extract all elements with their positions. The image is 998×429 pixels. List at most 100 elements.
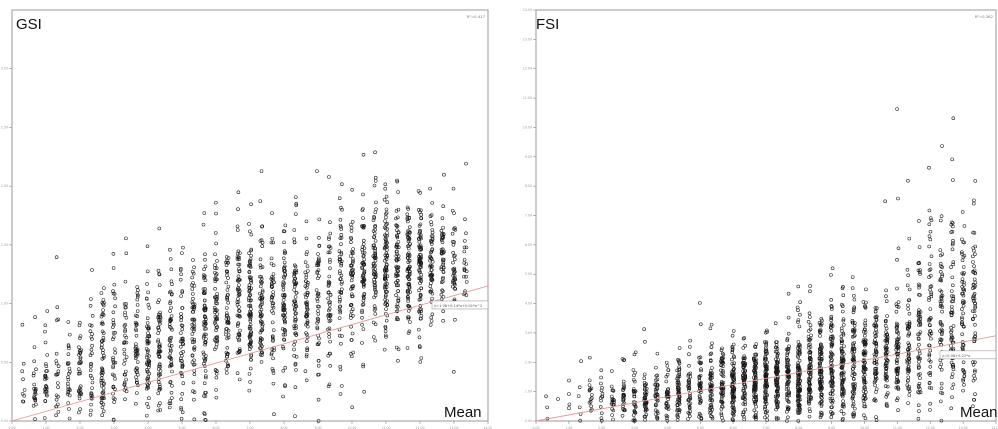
gsi-data-point [429,222,434,227]
gsi-data-point [225,362,230,367]
fsi-data-point [971,309,975,313]
fsi-data-point [951,262,955,267]
fsi-data-point [927,296,931,300]
fsi-data-point [907,311,912,316]
gsi-data-point [406,251,411,255]
fsi-data-point [764,398,768,403]
gsi-data-point [294,291,299,295]
fsi-data-point [763,356,767,361]
gsi-x-axis-label: Mean [444,404,482,421]
gsi-data-point [156,403,161,408]
fsi-data-point [752,369,757,373]
gsi-data-point [280,313,285,317]
fsi-data-point [579,359,583,363]
gsi-data-point [271,276,275,281]
fsi-data-point [798,343,802,347]
gsi-data-point [350,294,354,299]
gsi-data-point [283,328,287,333]
fsi-data-point [742,391,747,395]
gsi-data-point [349,316,353,320]
gsi-data-point [88,413,93,417]
fsi-data-point [764,341,768,346]
gsi-data-point [428,323,433,327]
gsi-data-point [32,345,37,349]
gsi-data-point [90,268,94,272]
gsi-data-point [374,200,378,205]
gsi-data-point [260,344,264,348]
gsi-data-point [394,223,398,227]
gsi-data-point [90,380,95,385]
gsi-data-point [66,401,70,405]
fsi-data-point [741,369,745,373]
gsi-data-point [56,317,61,322]
gsi-data-point [360,323,364,327]
gsi-data-point [306,291,310,295]
gsi-chart-title: GSI [16,16,42,33]
gsi-data-point [340,182,344,186]
fsi-data-point [806,320,811,324]
gsi-data-point [90,343,94,348]
fsi-data-point [917,359,921,364]
fsi-data-point [686,373,691,378]
gsi-data-point [122,362,126,366]
fsi-data-point [971,299,976,303]
gsi-data-point [372,235,377,239]
fsi-data-point [730,350,735,355]
fsi-data-point [918,322,923,326]
gsi-data-point [327,307,332,311]
gsi-data-point [201,350,206,355]
gsi-data-point [383,298,387,302]
fsi-data-point [611,408,616,413]
gsi-data-point [339,242,343,246]
gsi-data-point [292,280,297,285]
fsi-data-point [654,402,658,407]
gsi-data-point [258,291,262,296]
gsi-data-point [213,252,217,257]
fsi-data-point [916,390,920,394]
gsi-data-point [67,366,72,371]
gsi-data-point [439,247,444,252]
fsi-data-point [819,351,824,356]
gsi-data-point [157,298,161,302]
gsi-data-point [383,182,388,187]
fsi-data-point [796,411,801,415]
fsi-data-point [819,400,824,404]
gsi-data-point [395,258,399,263]
gsi-data-point [451,280,455,285]
gsi-data-point [77,394,82,398]
gsi-data-point [190,340,195,344]
fsi-data-point [665,389,669,394]
gsi-data-point [259,360,264,364]
gsi-data-point [396,190,400,194]
gsi-data-point [236,322,240,326]
fsi-data-point [851,359,856,364]
fsi-data-point [773,394,778,399]
fsi-data-point [839,341,844,345]
fsi-data-point [709,351,714,356]
gsi-data-point [270,367,275,371]
fsi-data-point [907,389,912,393]
gsi-data-point [113,387,117,391]
gsi-data-point [179,407,183,412]
gsi-data-point [294,268,299,273]
gsi-data-point [303,292,308,297]
gsi-x-tick-label: 14.00 [483,426,492,429]
gsi-points [20,150,469,423]
gsi-data-point [248,323,253,327]
fsi-data-point [785,351,790,355]
gsi-data-point [384,194,389,199]
gsi-data-point [338,298,342,302]
fsi-data-point [588,355,592,360]
gsi-data-point [225,258,229,263]
fsi-data-point [916,403,921,408]
gsi-data-point [340,287,344,292]
fsi-data-point [610,413,614,417]
gsi-data-point [77,345,81,350]
gsi-data-point [463,239,467,243]
fsi-data-point [784,347,789,352]
gsi-data-point [383,302,387,306]
gsi-data-point [45,309,50,313]
gsi-data-point [101,396,105,400]
gsi-data-point [124,369,128,374]
fsi-data-point [686,410,691,415]
